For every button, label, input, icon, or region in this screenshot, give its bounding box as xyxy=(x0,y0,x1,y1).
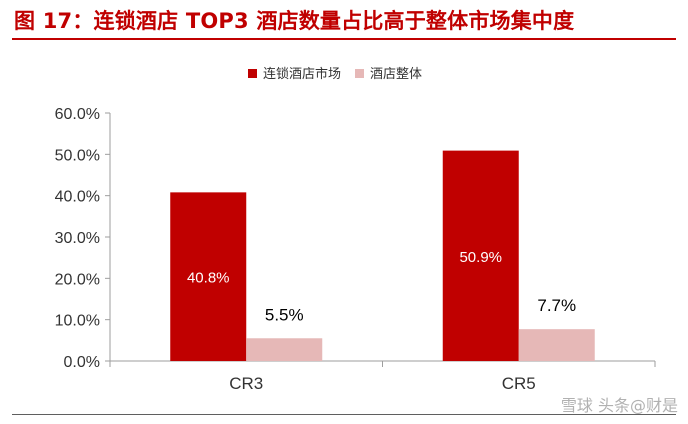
y-tick-label: 30.0% xyxy=(55,230,100,247)
data-label: 50.9% xyxy=(459,249,502,266)
title-rule xyxy=(12,38,676,40)
legend-swatch-1 xyxy=(248,69,257,78)
bar xyxy=(518,329,595,361)
data-label: 40.8% xyxy=(187,270,230,287)
x-tick-label: CR3 xyxy=(229,374,263,393)
legend-label-1: 连锁酒店市场 xyxy=(263,66,341,82)
bar xyxy=(442,150,519,361)
data-label: 7.7% xyxy=(537,296,576,315)
x-tick-label: CR5 xyxy=(502,374,536,393)
data-label: 5.5% xyxy=(265,305,304,324)
y-tick-label: 0.0% xyxy=(64,354,100,371)
page-title: 图 17：连锁酒店 TOP3 酒店数量占比高于整体市场集中度 xyxy=(14,9,575,33)
bottom-rule xyxy=(12,414,676,415)
y-tick-label: 50.0% xyxy=(55,147,100,164)
y-tick-label: 60.0% xyxy=(55,106,100,123)
watermark: 雪球 头条@财是 xyxy=(560,396,678,415)
y-tick-label: 20.0% xyxy=(55,271,100,288)
y-tick-label: 40.0% xyxy=(55,189,100,206)
y-tick-label: 10.0% xyxy=(55,313,100,330)
bar xyxy=(170,192,247,361)
bar xyxy=(246,338,323,361)
legend-swatch-2 xyxy=(355,69,364,78)
legend-label-2: 酒店整体 xyxy=(370,67,422,82)
